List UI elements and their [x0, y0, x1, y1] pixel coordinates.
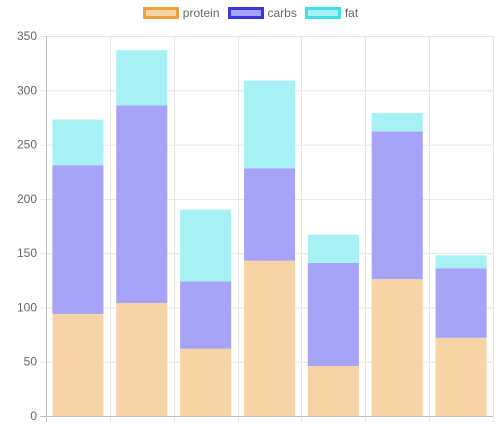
- y-tick-label: 200: [17, 192, 37, 206]
- y-tick-label: 100: [17, 300, 37, 314]
- legend-swatch-carbs: [227, 7, 264, 19]
- bar-carbs[interactable]: [371, 131, 423, 280]
- bar-fat[interactable]: [116, 50, 168, 106]
- y-tick-label: 300: [17, 83, 37, 97]
- legend-swatch-protein: [142, 7, 179, 19]
- legend-item-protein[interactable]: protein: [142, 6, 220, 20]
- bar-carbs[interactable]: [180, 281, 232, 349]
- bar-fat[interactable]: [371, 113, 423, 132]
- bar-carbs[interactable]: [435, 268, 487, 338]
- legend-label-fat: fat: [344, 6, 359, 20]
- bar-carbs[interactable]: [243, 168, 296, 261]
- y-tick-label: 250: [17, 138, 37, 152]
- bar-protein[interactable]: [243, 260, 296, 416]
- legend-item-fat[interactable]: fat: [304, 6, 359, 20]
- y-tick-label: 150: [17, 246, 37, 260]
- y-tick-label: 50: [24, 355, 38, 369]
- chart-legend: protein carbs fat: [0, 6, 501, 20]
- legend-swatch-fat: [304, 7, 341, 19]
- bar-fat[interactable]: [243, 80, 296, 169]
- legend-item-carbs[interactable]: carbs: [227, 6, 297, 20]
- bar-fat[interactable]: [435, 255, 487, 269]
- bar-protein[interactable]: [180, 348, 232, 416]
- bar-fat[interactable]: [52, 119, 104, 166]
- bar-carbs[interactable]: [307, 262, 359, 367]
- bar-protein[interactable]: [307, 366, 359, 416]
- bar-protein[interactable]: [435, 337, 487, 416]
- bar-protein[interactable]: [52, 313, 104, 416]
- bar-carbs[interactable]: [52, 165, 104, 314]
- bar-fat[interactable]: [180, 209, 232, 282]
- bar-fat[interactable]: [307, 234, 359, 263]
- legend-label-carbs: carbs: [267, 6, 297, 20]
- bar-carbs[interactable]: [116, 105, 168, 304]
- legend-label-protein: protein: [182, 6, 220, 20]
- bar-protein[interactable]: [116, 303, 168, 416]
- y-tick-label: 350: [17, 29, 37, 43]
- y-tick-label: 0: [30, 409, 37, 423]
- bar-protein[interactable]: [371, 279, 423, 416]
